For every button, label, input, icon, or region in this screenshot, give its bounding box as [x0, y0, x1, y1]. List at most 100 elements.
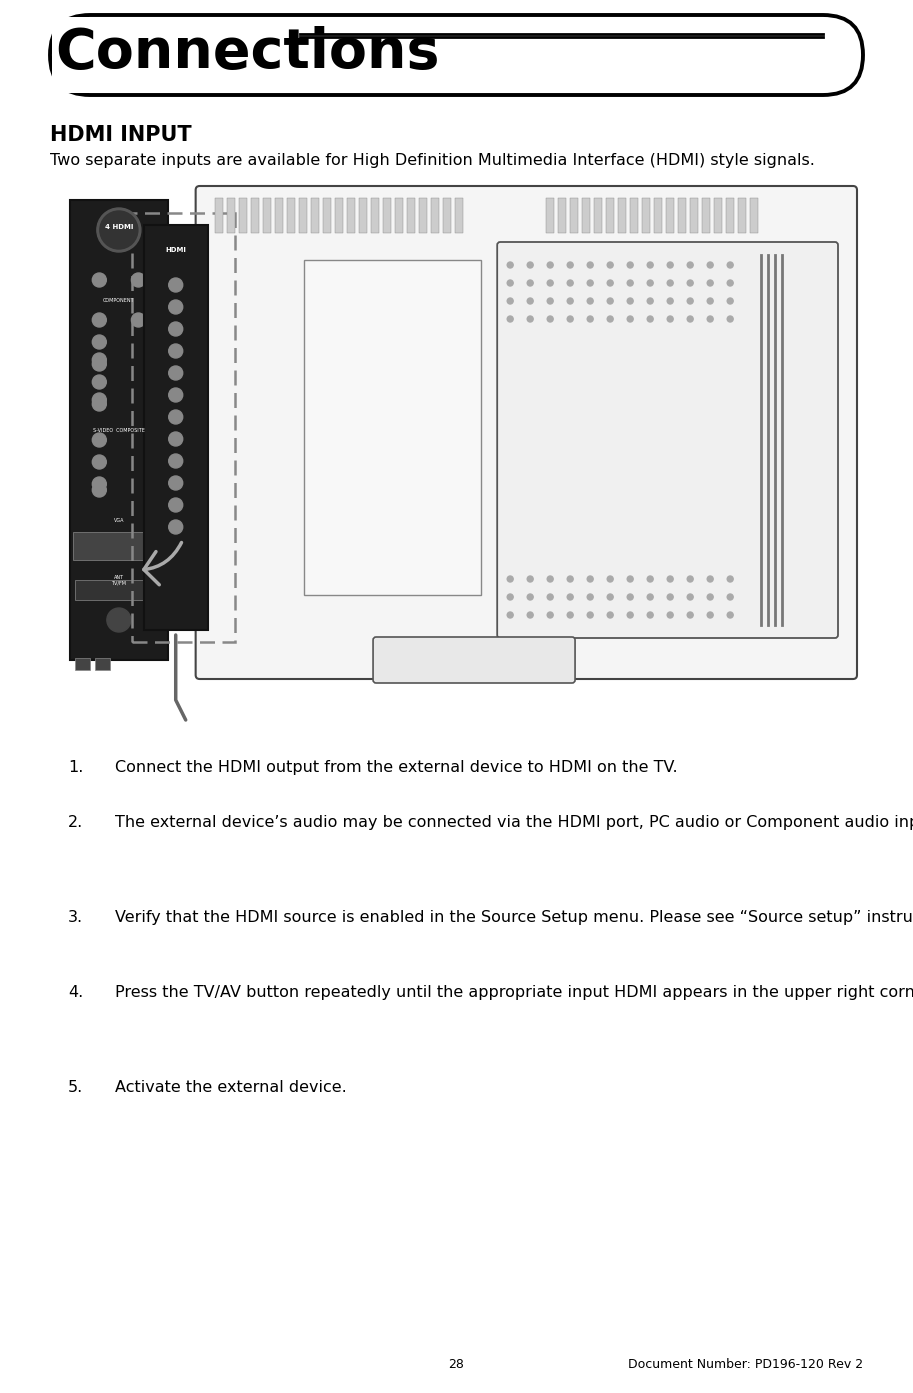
Circle shape	[647, 575, 653, 582]
Circle shape	[687, 298, 693, 304]
Circle shape	[169, 299, 183, 313]
Circle shape	[100, 210, 138, 249]
Circle shape	[169, 432, 183, 446]
Circle shape	[587, 262, 593, 267]
Bar	[750, 198, 758, 233]
Bar	[406, 198, 415, 233]
Text: HDMI: HDMI	[165, 247, 186, 254]
Circle shape	[647, 593, 653, 600]
Circle shape	[169, 344, 183, 358]
Text: 1.: 1.	[68, 761, 83, 775]
Bar	[70, 201, 168, 660]
Text: Connections: Connections	[55, 26, 439, 79]
Bar	[215, 198, 223, 233]
Circle shape	[508, 575, 513, 582]
Circle shape	[508, 262, 513, 267]
Circle shape	[547, 298, 553, 304]
Circle shape	[727, 316, 733, 322]
Text: Activate the external device.: Activate the external device.	[115, 1080, 347, 1095]
Text: S-VIDEO  COMPOSITE: S-VIDEO COMPOSITE	[93, 428, 145, 432]
Circle shape	[727, 575, 733, 582]
Bar	[75, 579, 163, 600]
Bar	[347, 198, 354, 233]
Bar	[642, 198, 650, 233]
Circle shape	[527, 316, 533, 322]
Bar	[558, 198, 566, 233]
Text: 28: 28	[448, 1358, 465, 1372]
Bar	[431, 198, 438, 233]
Text: Connect the HDMI output from the external device to HDMI on the TV.: Connect the HDMI output from the externa…	[115, 761, 677, 775]
Circle shape	[547, 262, 553, 267]
Bar	[443, 198, 451, 233]
Text: Verify that the HDMI source is enabled in the Source Setup menu. Please see “Sou: Verify that the HDMI source is enabled i…	[115, 910, 913, 925]
Bar	[322, 198, 331, 233]
Circle shape	[607, 280, 614, 286]
Circle shape	[627, 575, 634, 582]
Circle shape	[607, 612, 614, 618]
Circle shape	[527, 298, 533, 304]
Text: 4 HDMI: 4 HDMI	[105, 224, 133, 230]
Bar	[618, 198, 626, 233]
Circle shape	[547, 316, 553, 322]
Bar	[359, 198, 367, 233]
Circle shape	[527, 612, 533, 618]
Circle shape	[527, 262, 533, 267]
Circle shape	[708, 280, 713, 286]
Bar	[570, 198, 578, 233]
Circle shape	[727, 280, 733, 286]
Circle shape	[627, 612, 634, 618]
Circle shape	[92, 397, 106, 411]
Bar	[73, 532, 164, 560]
Circle shape	[667, 575, 673, 582]
Circle shape	[169, 389, 183, 403]
Bar	[690, 198, 698, 233]
Circle shape	[169, 499, 183, 513]
Circle shape	[567, 316, 573, 322]
Circle shape	[587, 593, 593, 600]
Circle shape	[169, 279, 183, 293]
Circle shape	[508, 280, 513, 286]
Circle shape	[547, 612, 553, 618]
Circle shape	[667, 593, 673, 600]
Circle shape	[627, 280, 634, 286]
Circle shape	[708, 316, 713, 322]
Circle shape	[687, 316, 693, 322]
FancyBboxPatch shape	[498, 242, 838, 638]
Circle shape	[92, 273, 106, 287]
Circle shape	[92, 357, 106, 371]
Text: COMPONENT: COMPONENT	[103, 298, 135, 302]
Circle shape	[647, 262, 653, 267]
Circle shape	[627, 593, 634, 600]
FancyBboxPatch shape	[195, 187, 857, 678]
Circle shape	[169, 366, 183, 380]
Text: ANT
TV/FM: ANT TV/FM	[111, 574, 126, 585]
Text: Document Number: PD196-120 Rev 2: Document Number: PD196-120 Rev 2	[628, 1358, 863, 1372]
Bar	[251, 198, 258, 233]
Circle shape	[647, 280, 653, 286]
Text: Two separate inputs are available for High Definition Multimedia Interface (HDMI: Two separate inputs are available for Hi…	[50, 153, 815, 169]
FancyBboxPatch shape	[373, 637, 575, 683]
Bar	[594, 198, 602, 233]
Circle shape	[92, 483, 106, 497]
Circle shape	[92, 433, 106, 447]
Circle shape	[92, 393, 106, 407]
Circle shape	[687, 280, 693, 286]
Bar	[304, 260, 480, 595]
Circle shape	[687, 575, 693, 582]
Circle shape	[687, 612, 693, 618]
Bar	[263, 198, 270, 233]
Circle shape	[92, 352, 106, 366]
Circle shape	[667, 316, 673, 322]
Text: 5.: 5.	[68, 1080, 83, 1095]
Bar	[226, 198, 235, 233]
Circle shape	[607, 316, 614, 322]
Bar	[666, 198, 674, 233]
Circle shape	[708, 593, 713, 600]
Bar	[630, 198, 638, 233]
Circle shape	[727, 612, 733, 618]
Circle shape	[92, 476, 106, 490]
Circle shape	[708, 262, 713, 267]
Bar	[702, 198, 710, 233]
Circle shape	[708, 575, 713, 582]
Circle shape	[667, 280, 673, 286]
